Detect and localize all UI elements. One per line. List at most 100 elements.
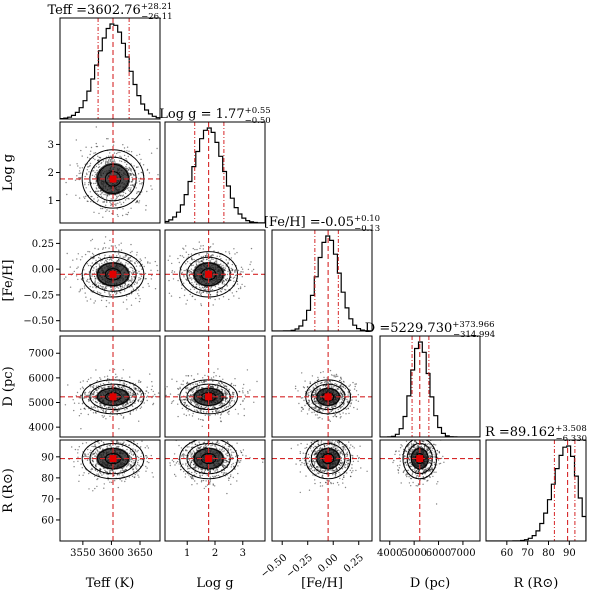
panel-frame (164, 121, 266, 224)
sample-point (162, 289, 163, 290)
sample-point (106, 201, 108, 204)
sample-point (137, 456, 140, 459)
sample-point (131, 277, 133, 279)
sample-point (345, 413, 347, 415)
sample-point (114, 407, 117, 409)
sample-point (100, 161, 103, 164)
sample-point (141, 263, 143, 266)
sample-point (138, 200, 141, 202)
sample-point (314, 408, 316, 410)
sample-point (194, 298, 196, 301)
sample-point (181, 271, 183, 274)
sample-point (105, 162, 107, 164)
sample-point (93, 406, 95, 408)
histogram-teff (60, 23, 160, 119)
sample-point (219, 438, 220, 439)
sample-point (132, 448, 134, 450)
sample-point (71, 446, 73, 448)
sample-point (182, 453, 185, 455)
sample-point (196, 409, 198, 411)
sample-point (137, 459, 139, 461)
sample-point (232, 277, 235, 279)
panel-content (60, 336, 160, 437)
sample-point (311, 402, 313, 405)
sample-point (97, 160, 99, 162)
sample-point (218, 298, 220, 300)
sample-point (102, 410, 105, 413)
sample-point (137, 279, 140, 281)
sample-point (171, 378, 173, 380)
sample-point (337, 375, 339, 377)
sample-point (110, 438, 111, 439)
sample-point (94, 300, 97, 302)
sample-point (90, 397, 92, 399)
sample-point (105, 305, 108, 308)
sample-point (88, 181, 90, 184)
sample-point (122, 208, 124, 210)
sample-point (92, 257, 94, 260)
sample-point (223, 392, 226, 394)
sample-point (131, 459, 133, 461)
sample-point (82, 442, 84, 445)
sample-point (316, 389, 318, 391)
sample-point (193, 258, 195, 261)
sample-point (134, 473, 136, 476)
sample-point (93, 275, 96, 278)
sample-point (116, 197, 118, 199)
sample-point (343, 386, 345, 388)
sample-point (190, 394, 192, 396)
sample-point (147, 283, 149, 285)
sample-point (111, 159, 113, 161)
sample-point (84, 453, 86, 455)
sample-point (188, 271, 190, 273)
sample-point (130, 451, 132, 453)
sample-point (126, 466, 128, 468)
sample-point (89, 162, 92, 165)
sample-point (84, 394, 86, 396)
sample-point (201, 260, 203, 263)
sample-point (119, 201, 121, 203)
sample-point (319, 388, 321, 390)
sample-point (100, 440, 103, 442)
sample-point (189, 288, 192, 291)
sample-point (230, 382, 233, 385)
sample-point (135, 265, 138, 267)
sample-point (215, 375, 217, 377)
sample-point (101, 474, 103, 476)
sample-point (78, 177, 80, 179)
sample-point (339, 391, 342, 393)
sample-point (137, 289, 140, 291)
sample-point (131, 197, 133, 200)
sample-point (89, 153, 91, 156)
sample-point (130, 401, 132, 403)
sample-point (96, 262, 99, 264)
sample-point (213, 250, 215, 252)
sample-point (233, 280, 235, 282)
sample-point (120, 156, 123, 158)
sample-point (111, 406, 114, 408)
sample-point (307, 393, 309, 395)
sample-point (95, 453, 98, 455)
sample-point (234, 384, 237, 387)
sample-point (116, 214, 119, 216)
sample-point (97, 473, 100, 475)
sample-point (122, 301, 125, 303)
sample-point (98, 156, 101, 159)
sample-point (84, 175, 86, 178)
sample-point (107, 377, 109, 380)
sample-point (136, 192, 138, 195)
sample-point (217, 410, 219, 413)
sample-point (93, 198, 95, 200)
sample-point (89, 298, 92, 300)
sample-point (139, 183, 141, 185)
sample-point (90, 150, 92, 152)
sample-point (151, 472, 153, 474)
sample-point (100, 260, 102, 262)
sample-point (94, 411, 97, 414)
sample-point (216, 293, 218, 296)
sample-point (92, 283, 94, 285)
sample-point (185, 251, 187, 253)
sample-point (114, 422, 115, 423)
sample-point (126, 295, 128, 297)
sample-point (340, 392, 342, 394)
